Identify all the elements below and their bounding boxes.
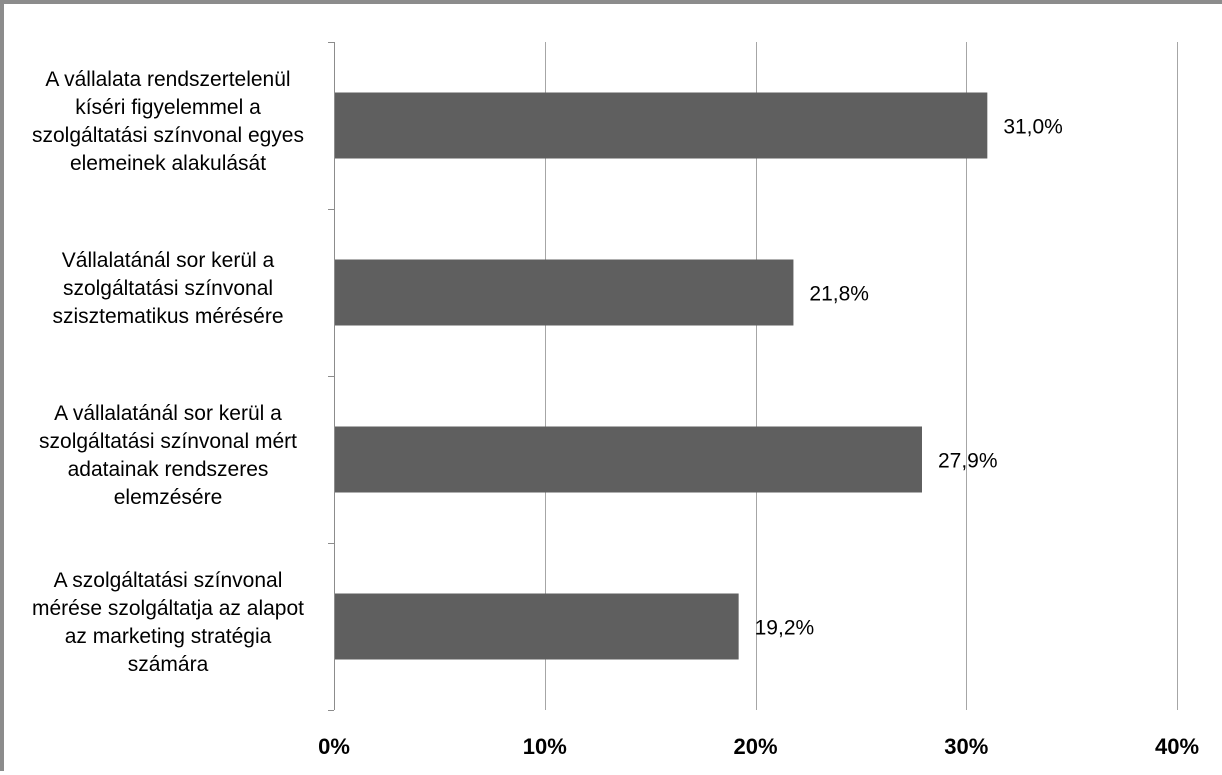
data-label: 21,8% [809, 283, 869, 306]
category-label: A szolgáltatási színvonal mérése szolgált… [18, 567, 318, 679]
category-label-line: A vállalatánál sor kerül a [54, 401, 282, 425]
category-label-line: szolgáltatási színvonal [62, 276, 274, 300]
bar [335, 92, 988, 159]
category-label-line: adatainak rendszeres [67, 457, 269, 481]
category-label-line: kíséri figyelemmel a [75, 95, 261, 119]
x-tick-label: 20% [733, 734, 777, 759]
category-label-line: elemzésére [113, 485, 223, 509]
x-tick-label: 10% [523, 734, 567, 759]
category-label-line: mérése szolgáltatja az alapot [32, 596, 304, 620]
category-label-line: A szolgáltatási színvonal [53, 568, 283, 592]
category-label-line: Vállalatánál sor kerül a [61, 248, 275, 272]
category-label: A vállalatánál sor kerül a szolgáltatási … [18, 400, 318, 512]
category-label-line: elemeinek alakulását [69, 151, 267, 175]
category-label-line: szolgáltatási színvonal mért [39, 429, 297, 453]
category-label-line: A vállalata rendszertelenül [45, 67, 291, 91]
x-tick-label: 0% [318, 734, 350, 759]
data-label: 19,2% [755, 617, 815, 640]
category-label-line: számára [127, 652, 209, 676]
category-label-line: szolgáltatási színvonal egyes [32, 123, 304, 147]
bar [335, 259, 794, 326]
data-label: 27,9% [938, 450, 998, 473]
category-label-line: szisztematikus mérésére [52, 304, 284, 328]
category-label: Vállalatánál sor kerül a szolgáltatási sz… [18, 247, 318, 331]
bar [335, 593, 739, 660]
category-label: A vállalata rendszertelenül kíséri figyel… [18, 66, 318, 178]
data-label: 31,0% [1003, 116, 1063, 139]
bar-chart: 31,0% 21,8% 27,9% 19,2% 0% 10% 20% 30% 40% [318, 42, 1199, 759]
category-label-line: az marketing stratégia [64, 624, 272, 648]
bar [335, 426, 922, 493]
x-tick-label: 30% [944, 734, 988, 759]
x-tick-label: 40% [1155, 734, 1199, 759]
